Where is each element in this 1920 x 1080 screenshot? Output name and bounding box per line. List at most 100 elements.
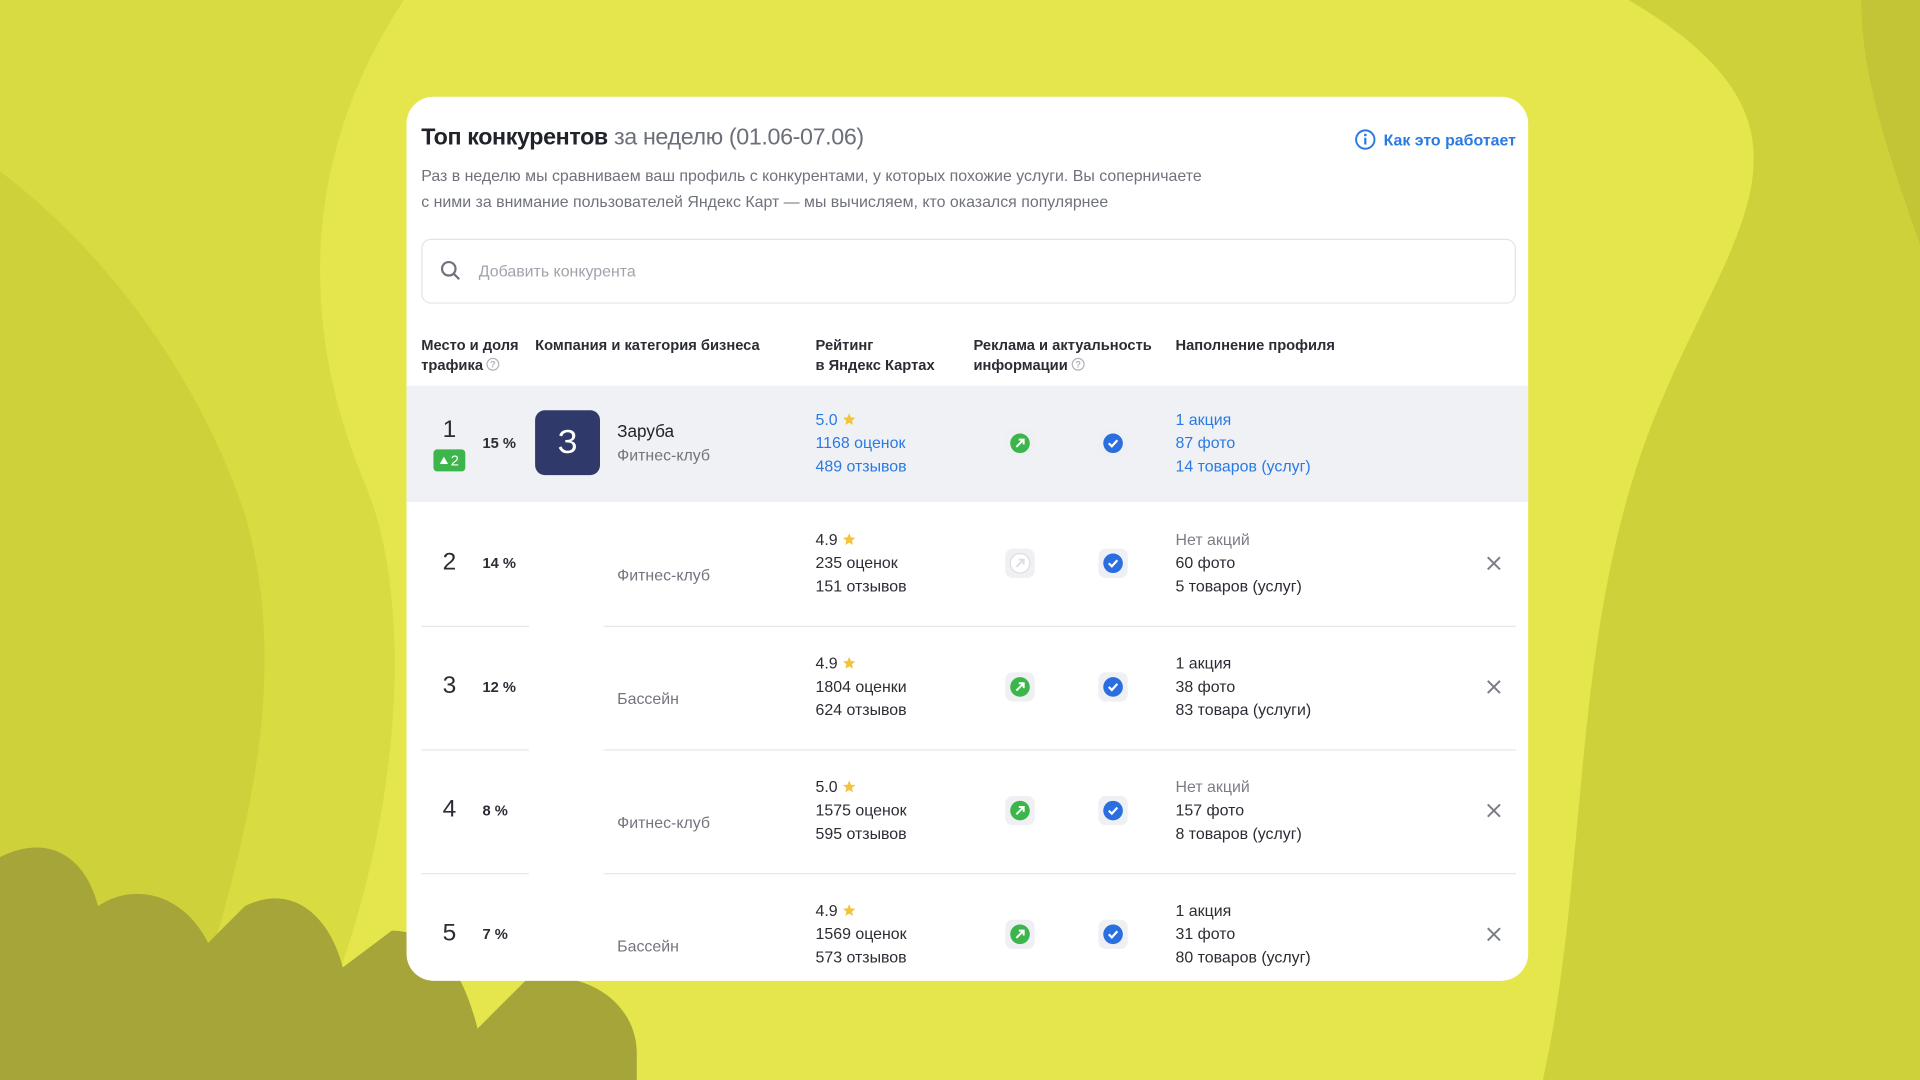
column-header: информации? <box>973 355 1085 375</box>
ratings-count: 1569 оценок <box>815 924 907 943</box>
promo[interactable]: 1 акция <box>1175 410 1232 429</box>
verified-icon <box>1103 800 1123 821</box>
traffic-share: 7 % <box>482 925 508 943</box>
company-logo: З <box>535 410 600 476</box>
help-link-text[interactable]: Как это работает <box>1383 131 1516 150</box>
rating-value: 4.9 <box>815 901 838 920</box>
photos: 31 фото <box>1175 924 1236 943</box>
verified-status <box>1098 795 1128 826</box>
verified-icon <box>1103 553 1123 574</box>
photos: 60 фото <box>1175 553 1236 572</box>
row-separator <box>421 873 529 875</box>
svg-text:?: ? <box>491 360 497 370</box>
reviews-count: 573 отзывов <box>815 947 907 967</box>
reviews-count: 151 отзывов <box>815 576 907 596</box>
reviews-count: 595 отзывов <box>815 824 907 843</box>
ad-status <box>1005 795 1035 826</box>
ratings-count: 1575 оценок <box>815 800 907 820</box>
close-icon[interactable] <box>1484 677 1504 697</box>
promo: 1 акция <box>1175 901 1232 920</box>
ad-status <box>1005 672 1035 702</box>
rating-value: 5.0 <box>815 410 838 429</box>
verified-icon <box>1103 677 1123 697</box>
star-icon <box>843 656 856 669</box>
close-icon[interactable] <box>1484 553 1504 573</box>
remove-button[interactable] <box>1484 553 1504 573</box>
column-header: Рейтинг <box>815 336 874 354</box>
search-placeholder: Добавить конкурента <box>478 262 636 281</box>
promo: Нет акций <box>1175 530 1250 549</box>
title: Топ конкурентов за неделю (01.06-07.06) <box>421 125 864 152</box>
traffic-share: 15 % <box>482 434 516 452</box>
company-category: Фитнес-клуб <box>617 445 711 465</box>
rank-change-badge: 2 <box>433 449 466 472</box>
rating-value: 5.0 <box>815 777 838 796</box>
ad-icon <box>1010 924 1030 945</box>
hint-icon[interactable]: ? <box>1071 357 1085 371</box>
up-arrow <box>439 456 449 465</box>
rating: 5.0 <box>815 410 857 429</box>
column-header: Место и доля <box>421 336 519 354</box>
promo: 1 акция <box>1175 653 1232 673</box>
reviews-count[interactable]: 489 отзывов <box>815 456 907 476</box>
bg-shape <box>1861 0 1920 245</box>
search-input[interactable]: Добавить конкурента <box>421 238 1516 304</box>
ad-icon-off <box>1009 552 1031 574</box>
bg-shape <box>0 171 265 1080</box>
rank-change: 2 <box>450 451 459 469</box>
column-header: Реклама и актуальность <box>973 336 1152 354</box>
ad-status <box>1005 428 1035 458</box>
svg-text:?: ? <box>1075 360 1081 370</box>
company-category: Фитнес-клуб <box>617 813 711 832</box>
star-icon <box>843 780 856 793</box>
verified-status <box>1098 428 1128 458</box>
ratings-count[interactable]: 1168 оценок <box>815 433 906 452</box>
rank: 1 <box>442 416 457 444</box>
company-name[interactable]: Заруба <box>617 421 675 441</box>
products[interactable]: 14 товаров (услуг) <box>1175 456 1311 476</box>
ad-status <box>1005 548 1035 578</box>
column-header: в Яндекс Картах <box>815 356 935 374</box>
help-link[interactable]: Как это работает <box>1354 129 1516 151</box>
rating: 4.9 <box>816 530 857 549</box>
ratings-count: 1804 оценки <box>815 677 907 696</box>
photos: 38 фото <box>1175 677 1236 696</box>
verified-status <box>1098 672 1128 702</box>
close-icon[interactable] <box>1484 924 1504 944</box>
ratings-count: 235 оценок <box>815 553 898 572</box>
ad-icon <box>1010 433 1030 454</box>
reviews-count: 624 отзывов <box>815 700 907 719</box>
photos: 157 фото <box>1175 800 1245 820</box>
hint-icon[interactable]: ? <box>486 357 500 371</box>
title-text: Топ конкурентов <box>421 124 608 151</box>
remove-button[interactable] <box>1484 677 1504 697</box>
verified-status <box>1098 919 1128 949</box>
rating: 4.9 <box>816 654 857 672</box>
bg-lettering <box>0 847 637 1080</box>
rank: 3 <box>442 672 457 700</box>
row-separator <box>603 749 1516 751</box>
verified-status <box>1098 548 1128 578</box>
products: 83 товара (услуги) <box>1175 700 1312 719</box>
remove-button[interactable] <box>1484 801 1504 821</box>
photos[interactable]: 87 фото <box>1175 433 1236 452</box>
products: 8 товаров (услуг) <box>1175 824 1302 843</box>
rank: 4 <box>442 795 457 823</box>
remove-button[interactable] <box>1484 924 1504 944</box>
column-header: трафика? <box>421 355 500 375</box>
verified-icon <box>1103 433 1123 454</box>
rating-value: 4.9 <box>815 653 838 673</box>
description-line: Раз в неделю мы сравниваем ваш профиль с… <box>421 166 1202 185</box>
competitors-card: Топ конкурентов за неделю (01.06-07.06) … <box>406 96 1529 981</box>
traffic-share: 14 % <box>482 554 516 572</box>
products: 80 товаров (услуг) <box>1175 947 1311 967</box>
close-icon[interactable] <box>1484 801 1504 821</box>
rating: 5.0 <box>816 778 857 796</box>
description-line: с ними за внимание пользователей Яндекс … <box>421 192 1109 211</box>
company-category: Фитнес-клуб <box>617 565 711 585</box>
ad-icon <box>1010 677 1030 697</box>
column-header: Наполнение профиля <box>1175 336 1335 354</box>
traffic-share: 12 % <box>482 678 516 696</box>
